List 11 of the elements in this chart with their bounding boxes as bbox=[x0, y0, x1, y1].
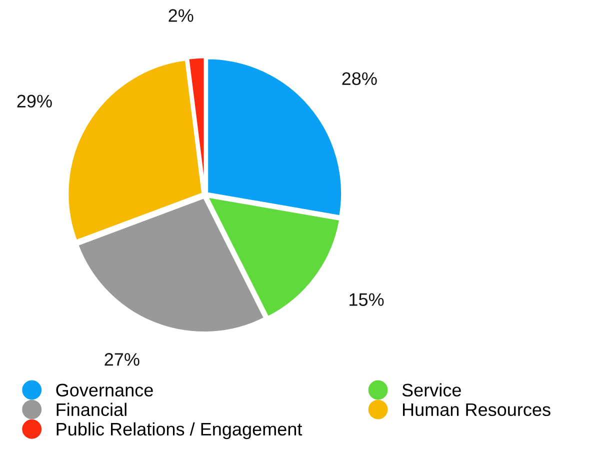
data-label: 29% bbox=[17, 94, 52, 108]
legend-label: Service bbox=[402, 383, 461, 397]
legend-label: Human Resources bbox=[403, 403, 550, 416]
data-label: 2% bbox=[168, 9, 194, 22]
legend-label: Public Relations / Engagement bbox=[56, 422, 302, 440]
legend-label: Governance bbox=[56, 384, 153, 397]
pie-slice bbox=[66, 58, 204, 242]
legend-label: Financial bbox=[56, 402, 126, 416]
data-label: 27% bbox=[104, 353, 140, 366]
data-label: 15% bbox=[350, 293, 384, 306]
data-label: 28% bbox=[342, 72, 377, 86]
